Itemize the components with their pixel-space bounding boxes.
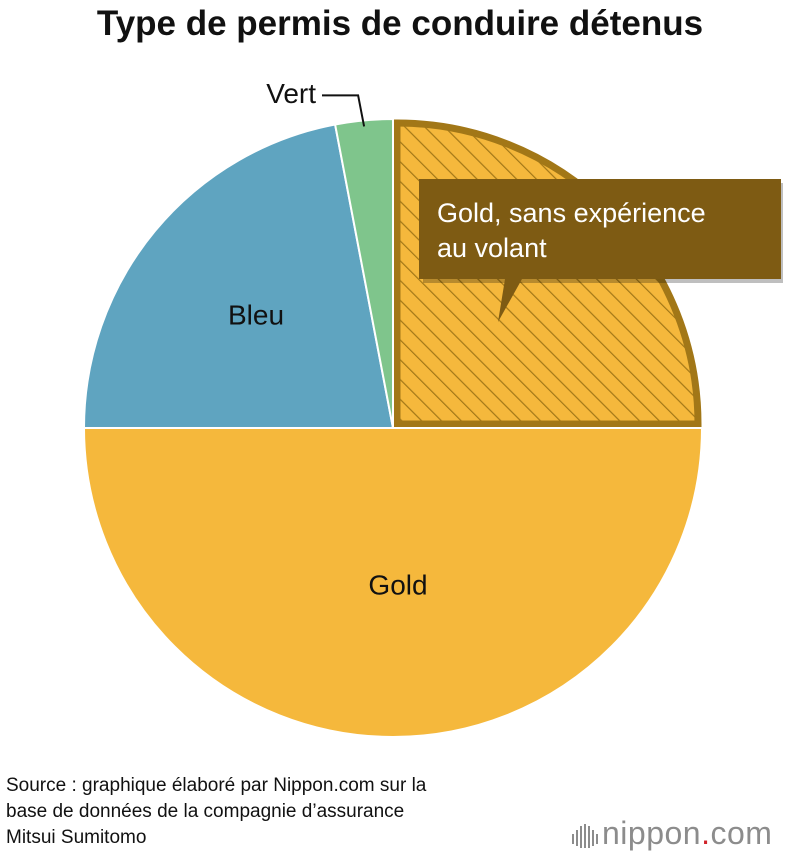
chart-title: Type de permis de conduire détenus [96,4,704,43]
source-line: Source : graphique élaboré par Nippon.co… [6,775,427,796]
logo-dot: . [701,815,711,851]
pie-slice-gold [82,427,704,738]
callout-gold-sans-experience-au-volant: Gold, sans expérience au volant [419,179,783,322]
slice-label-gold: Gold [368,569,427,600]
logo-wordmark: nippon.com [602,815,772,852]
slice-label-bleu: Bleu [228,299,284,330]
callout-text-line: au volant [437,233,547,263]
leader-line-vert [322,94,366,127]
nippon-bars-icon [572,824,598,848]
source-line: base de données de la compagnie d’assura… [6,801,405,822]
source-line: Mitsui Sumitomo [6,827,147,848]
slice-label-vert: Vert [266,78,316,109]
logo-tld: com [710,815,773,851]
source-note: Source : graphique élaboré par Nippon.co… [6,773,566,851]
logo-main: nippon [602,815,702,851]
pie-slice-bleu [82,123,395,429]
callout-text-line: Gold, sans expérience [437,198,706,228]
nippon-logo: nippon.com [568,813,794,853]
